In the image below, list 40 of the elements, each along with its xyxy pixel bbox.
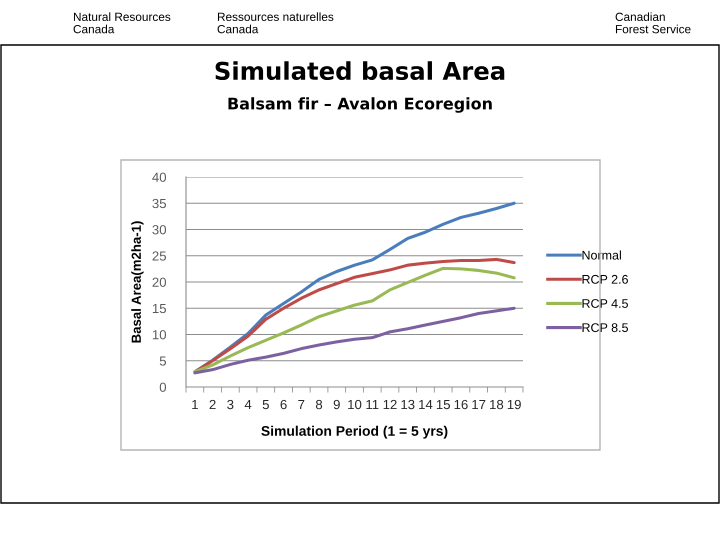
- chart-title: Simulated basal Area: [216, 61, 504, 80]
- x-tick-label: 3: [227, 400, 234, 410]
- x-tick-label: 1: [192, 400, 198, 410]
- y-tick-label: 15: [152, 304, 166, 314]
- x-tick-label: 18: [490, 400, 504, 410]
- legend-label: RCP 4.5: [582, 299, 628, 308]
- y-tick-label: 10: [152, 330, 166, 340]
- legend-label: RCP 8.5: [582, 323, 628, 332]
- x-tick-label: 9: [334, 400, 340, 410]
- line-series: [193, 306, 516, 374]
- y-tick-label: 5: [160, 356, 166, 366]
- y-tick-label: 30: [152, 225, 166, 234]
- y-tick-label: 35: [152, 198, 166, 208]
- x-tick-label: 7: [298, 400, 304, 410]
- x-tick-label: 2: [210, 400, 216, 410]
- y-tick-label: 20: [152, 278, 166, 287]
- x-tick-label: 14: [419, 400, 432, 410]
- x-tick-label: 5: [262, 400, 269, 410]
- legend-label: Normal: [582, 250, 621, 260]
- x-tick-label: 15: [436, 400, 450, 410]
- legend-label: RCP 2.6: [582, 274, 628, 284]
- y-tick-label: 25: [152, 251, 166, 261]
- x-tick-label: 10: [348, 400, 362, 410]
- x-tick-label: 8: [316, 400, 322, 410]
- text: Natural Resources Canada: [74, 12, 170, 34]
- chart-subtitle: Balsam fir – Avalon Ecoregion: [228, 97, 492, 113]
- text: Ressources naturelles Canada: [218, 12, 334, 34]
- x-tick-label: 6: [280, 400, 287, 410]
- x-tick-label: 13: [401, 400, 414, 410]
- y-axis-title: Basal Area(m2ha-1): [131, 221, 144, 342]
- x-tick-label: 12: [384, 400, 397, 410]
- x-tick-label: 16: [454, 400, 468, 410]
- x-tick-label: 11: [366, 400, 378, 410]
- x-tick-label: 17: [472, 400, 486, 410]
- x-tick-label: 4: [244, 400, 252, 410]
- x-tick-label: 19: [508, 400, 521, 410]
- text: Canadian Forest Service: [616, 12, 691, 34]
- x-axis-title: Simulation Period (1 = 5 yrs): [261, 426, 448, 439]
- y-tick-label: 0: [160, 382, 166, 392]
- y-tick-label: 40: [152, 172, 166, 182]
